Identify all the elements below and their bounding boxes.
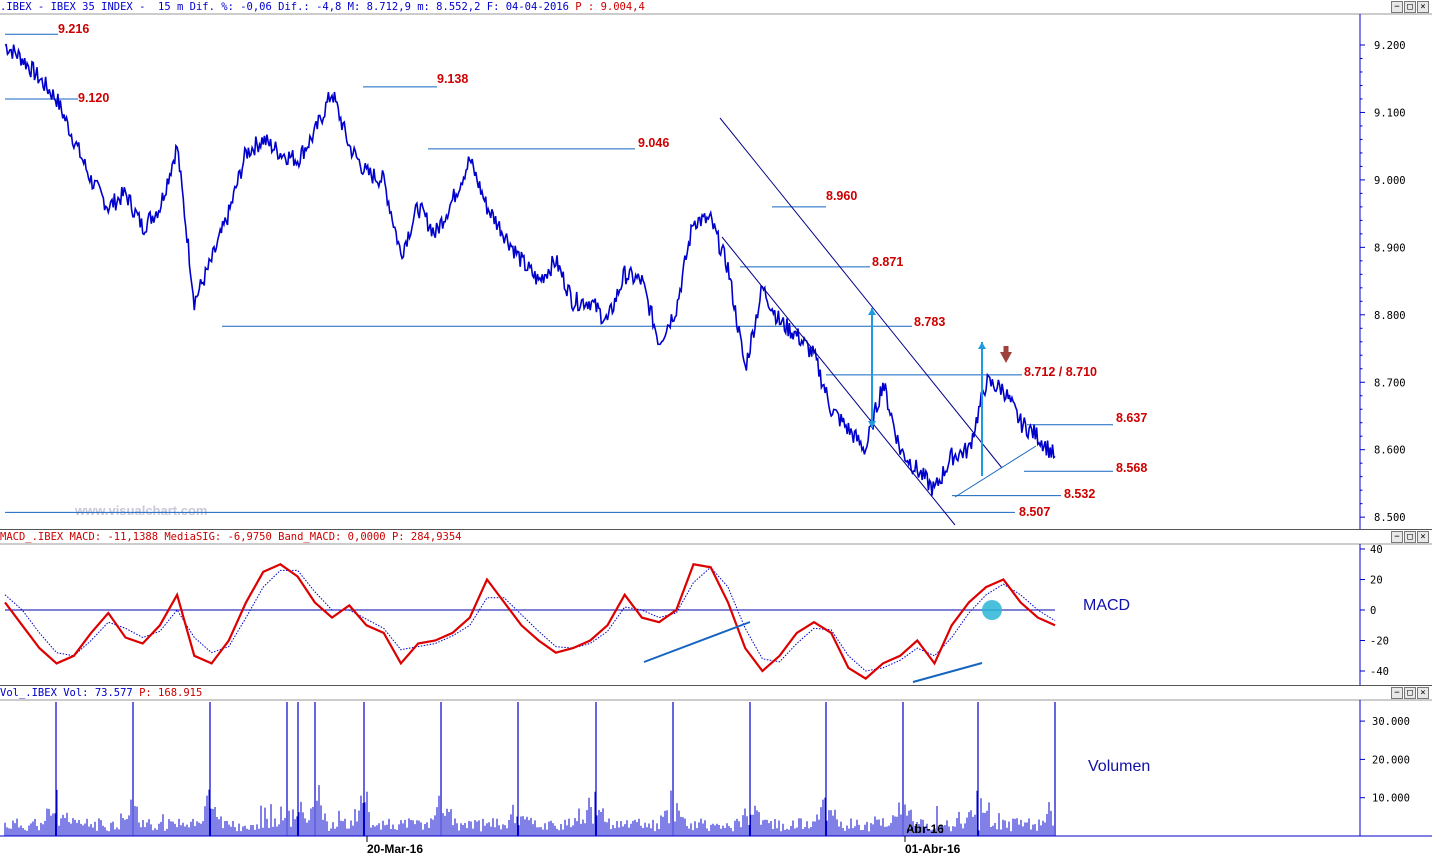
level-label: 8.783 (914, 315, 945, 329)
y-tick-label: 10.000 (1372, 793, 1410, 805)
level-label: 9.138 (437, 72, 468, 86)
volume-close-button[interactable]: × (1417, 687, 1429, 699)
volume-label: Volumen (1088, 758, 1150, 775)
volume-restore-button[interactable]: □ (1404, 687, 1416, 699)
y-tick-label: 8.900 (1374, 242, 1406, 254)
macd-restore-button[interactable]: □ (1404, 531, 1416, 543)
macd-line (4, 563, 1056, 680)
price-header-text: .IBEX - IBEX 35 INDEX - 15 m Dif. %: -0,… (0, 1, 569, 13)
volume-pane: Vol_.IBEX Vol: 73.577 P: 168.915 − □ × 3… (0, 686, 1432, 857)
price-pane: .IBEX - IBEX 35 INDEX - 15 m Dif. %: -0,… (0, 0, 1432, 530)
price-line (4, 43, 1056, 496)
volume-header-p: P: 168.915 (139, 687, 203, 699)
y-tick-label: -20 (1370, 636, 1389, 648)
volume-minimize-button[interactable]: − (1391, 687, 1403, 699)
watermark: www.visualchart.com (74, 503, 207, 518)
x-tick-label: 20-Mar-16 (367, 842, 423, 856)
close-button[interactable]: × (1417, 1, 1429, 13)
macd-header-p: P: 284,9354 (391, 531, 462, 543)
channel-upper-line (719, 117, 1003, 469)
y-tick-label: 8.700 (1374, 377, 1406, 389)
macd-header-text: MACD_.IBEX MACD: -11,1388 MediaSIG: -6,9… (0, 531, 386, 543)
y-tick-label: 30.000 (1372, 716, 1410, 728)
level-label: 9.216 (58, 22, 89, 36)
level-label: 9.120 (78, 91, 109, 105)
y-tick-label: 8.800 (1374, 310, 1406, 322)
price-header-p: P : 9.004,4 (575, 1, 645, 13)
minimize-button[interactable]: − (1391, 1, 1403, 13)
channel-lower-line (721, 236, 956, 526)
measure-arrow-1-head-down (868, 421, 876, 428)
measure-arrow-2-head (978, 342, 986, 349)
level-label: 8.637 (1116, 411, 1147, 425)
volume-header: Vol_.IBEX Vol: 73.577 P: 168.915 (0, 686, 1432, 700)
divergence-line-1 (643, 621, 751, 663)
level-label: 8.712 / 8.710 (1024, 365, 1097, 379)
price-header: .IBEX - IBEX 35 INDEX - 15 m Dif. %: -0,… (0, 0, 1432, 14)
measure-arrow-1-head-up (868, 308, 876, 315)
macd-label: MACD (1083, 597, 1130, 614)
divergence-line-2 (912, 662, 983, 683)
level-label: 8.507 (1019, 505, 1050, 519)
y-tick-label: 8.500 (1374, 512, 1406, 524)
macd-chart: 40 20 0 -20 -40 MACD (0, 543, 1432, 686)
macd-close-button[interactable]: × (1417, 531, 1429, 543)
y-tick-label: 20.000 (1372, 754, 1410, 766)
y-tick-label: 40 (1370, 544, 1383, 556)
y-tick-label: 0 (1370, 605, 1376, 617)
y-tick-label: 8.600 (1374, 445, 1406, 457)
level-label: 8.871 (872, 255, 903, 269)
level-label: 9.046 (638, 136, 669, 150)
volume-header-text: Vol_.IBEX Vol: 73.577 (0, 687, 133, 699)
crossover-marker (982, 600, 1002, 620)
down-arrow-stem (1003, 346, 1009, 353)
y-tick-label: -40 (1370, 666, 1389, 678)
macd-header: MACD_.IBEX MACD: -11,1388 MediaSIG: -6,9… (0, 530, 1432, 544)
level-label: 8.532 (1064, 487, 1095, 501)
volume-chart: 30.000 20.000 10.000 Volumen 20-Mar-16 01-Abr… (0, 699, 1432, 856)
restore-button[interactable]: □ (1404, 1, 1416, 13)
level-label: 8.568 (1116, 461, 1147, 475)
x-overlay-label: Abr-16 (906, 822, 944, 836)
y-tick-label: 9.200 (1374, 40, 1406, 52)
x-tick-label: 01-Abr-16 (905, 842, 961, 856)
y-tick-label: 9.000 (1374, 175, 1406, 187)
y-tick-label: 9.100 (1374, 107, 1406, 119)
macd-minimize-button[interactable]: − (1391, 531, 1403, 543)
level-label: 8.960 (826, 189, 857, 203)
y-tick-label: 20 (1370, 575, 1383, 587)
support-trend-line (954, 445, 1037, 498)
down-arrow-icon (1000, 352, 1012, 363)
price-chart: 9.200 9.100 9.000 8.900 8.800 8.700 8.600 8.500… (0, 13, 1432, 530)
macd-pane: MACD_.IBEX MACD: -11,1388 MediaSIG: -6,9… (0, 530, 1432, 686)
signal-line (4, 566, 1056, 672)
